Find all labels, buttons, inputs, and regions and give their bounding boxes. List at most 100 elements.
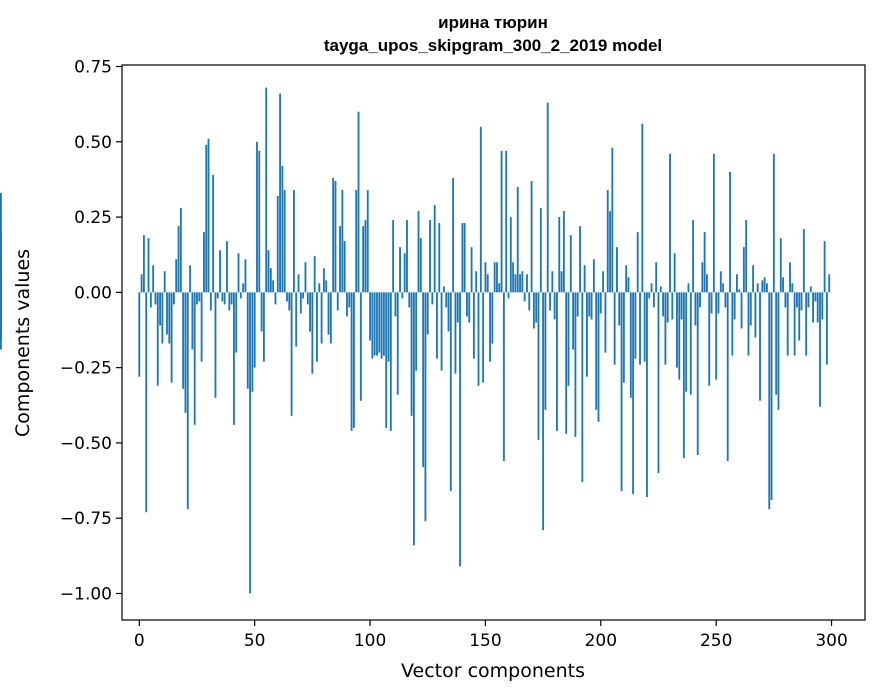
bar <box>821 292 824 320</box>
y-axis-label: Components values <box>12 249 34 437</box>
bar <box>279 93 281 293</box>
bar <box>560 271 563 293</box>
bar <box>546 102 549 293</box>
bar <box>586 292 588 377</box>
chart-title-line2: tayga_upos_skipgram_300_2_2019 model <box>324 36 662 55</box>
y-tick-label: −0.25 <box>60 359 112 379</box>
bar <box>0 289 2 293</box>
bar <box>669 153 671 293</box>
bar <box>352 292 355 428</box>
bar <box>154 292 157 305</box>
bar <box>770 292 773 501</box>
bar <box>569 235 572 293</box>
bar <box>657 292 660 474</box>
bar <box>812 292 815 323</box>
bar <box>304 262 307 293</box>
bar <box>306 292 309 305</box>
bar <box>290 292 293 416</box>
bar <box>237 253 240 293</box>
bar <box>786 292 789 356</box>
bar <box>429 220 431 293</box>
bar <box>431 292 434 305</box>
bar <box>159 292 161 326</box>
bar <box>678 292 681 380</box>
bar <box>793 292 796 356</box>
bar <box>470 247 473 293</box>
bar <box>341 189 344 293</box>
bar <box>558 217 561 293</box>
bar <box>726 292 729 461</box>
bar <box>710 292 713 314</box>
bar <box>468 292 471 323</box>
y-tick-label: −0.50 <box>60 434 112 454</box>
bar <box>281 165 284 293</box>
bar <box>207 138 210 293</box>
bar <box>145 292 148 513</box>
bar <box>715 292 718 380</box>
bar <box>768 292 771 510</box>
x-axis-ticks: 0 50 100 150 200 250 300 <box>134 620 848 651</box>
bar <box>766 283 768 293</box>
bar <box>673 253 676 293</box>
bar <box>309 292 311 332</box>
bar <box>461 223 464 293</box>
bar <box>616 247 618 293</box>
bar <box>551 271 554 293</box>
bar <box>209 292 212 311</box>
bar <box>336 292 339 311</box>
bar <box>530 180 533 293</box>
bar <box>339 226 341 293</box>
bar <box>505 150 508 293</box>
bar <box>415 292 418 371</box>
bar <box>689 292 692 395</box>
bar <box>143 235 145 293</box>
bar <box>253 292 256 368</box>
x-axis-label: Vector components <box>401 660 585 682</box>
bar <box>325 280 328 293</box>
bar <box>779 238 782 293</box>
bar <box>597 292 600 422</box>
bar <box>775 292 778 395</box>
y-tick-label: 0.50 <box>74 133 112 153</box>
bar <box>549 292 551 311</box>
bar <box>440 292 443 371</box>
bar <box>512 262 515 293</box>
bar <box>535 292 538 323</box>
bar <box>604 292 607 353</box>
bar <box>357 111 360 293</box>
bar <box>740 292 743 329</box>
bar <box>177 226 180 293</box>
bar <box>442 286 445 293</box>
bar <box>475 271 478 293</box>
bar <box>163 271 166 293</box>
bar <box>251 292 254 392</box>
bar <box>313 256 316 293</box>
bar <box>320 292 323 344</box>
bar <box>168 292 171 344</box>
bar <box>802 229 805 293</box>
bar <box>502 292 505 461</box>
bar <box>376 292 378 356</box>
bar <box>343 241 346 293</box>
x-tick-label: 250 <box>700 631 732 651</box>
bar <box>223 292 226 305</box>
bar <box>627 277 630 293</box>
bar <box>809 286 812 293</box>
bar <box>318 283 321 293</box>
bar <box>355 189 358 293</box>
bar <box>489 292 491 362</box>
bar <box>646 292 648 498</box>
bar <box>507 292 510 299</box>
bar <box>459 292 461 567</box>
bar <box>583 265 586 293</box>
bar <box>436 292 438 359</box>
bar <box>784 292 787 308</box>
bar <box>246 292 249 389</box>
x-tick-label: 200 <box>585 631 617 651</box>
bar <box>244 259 247 293</box>
bar <box>749 292 752 326</box>
bar <box>722 283 725 293</box>
bar <box>274 292 277 305</box>
bar <box>299 292 302 314</box>
bar <box>496 262 498 293</box>
